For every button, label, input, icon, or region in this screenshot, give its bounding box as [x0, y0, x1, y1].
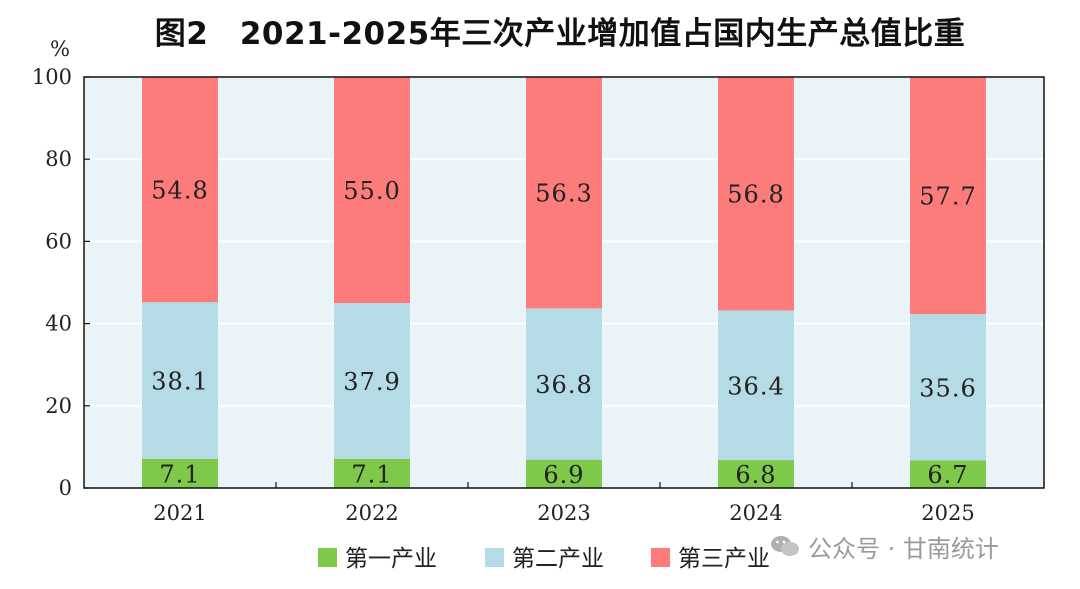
bar-segment-2024-2 [718, 310, 794, 461]
x-tick-label: 2023 [537, 501, 590, 525]
data-label: 37.9 [343, 368, 400, 396]
legend-label: 第一产业 [345, 546, 437, 572]
bar-segment-2021-3 [142, 77, 218, 303]
y-tick-label: 40 [45, 312, 72, 336]
wechat-icon [771, 536, 799, 556]
data-label: 55.0 [343, 177, 400, 205]
legend: 第一产业 第二产业 第三产业 [318, 546, 770, 572]
bar-segment-2025-2 [910, 314, 986, 461]
legend-label: 第二产业 [512, 546, 604, 572]
data-label: 6.8 [735, 461, 776, 489]
bar-segment-2024-1 [718, 460, 794, 488]
x-tick-label: 2022 [345, 501, 398, 525]
y-tick-label: 0 [59, 476, 72, 500]
watermark: 公众号 · 甘南统计 [770, 528, 999, 564]
bar-segment-2025-1 [910, 460, 986, 488]
y-tick-label: 100 [32, 65, 72, 89]
data-label: 7.1 [159, 460, 200, 488]
bar-stacks [142, 77, 986, 488]
bar-segment-2025-3 [910, 77, 986, 315]
y-tick-label: 80 [45, 147, 72, 171]
axis-ticks: 0 20 40 60 80 100 2021 2022 2023 2024 2025 [32, 65, 975, 525]
bar-segment-2023-1 [526, 459, 602, 488]
data-label: 6.7 [927, 461, 968, 489]
watermark-text: 公众号 · 甘南统计 [808, 534, 999, 563]
y-tick-label: 20 [45, 394, 72, 418]
data-label: 36.4 [727, 372, 784, 400]
x-tick-label: 2021 [153, 501, 206, 525]
legend-swatch-3 [651, 548, 670, 567]
x-tick-label: 2024 [729, 501, 782, 525]
legend-label: 第三产业 [678, 546, 770, 572]
bar-segment-2022-1 [334, 458, 410, 488]
data-label: 56.3 [535, 180, 592, 208]
legend-swatch-1 [318, 548, 337, 567]
data-label: 7.1 [351, 460, 392, 488]
bar-segment-2021-2 [142, 302, 218, 459]
data-label: 36.8 [535, 371, 592, 399]
bar-segment-2024-3 [718, 77, 794, 311]
y-tick-label: 60 [45, 229, 72, 253]
data-label: 38.1 [151, 368, 208, 396]
y-axis-unit-label: % [50, 37, 70, 61]
bar-segment-2021-1 [142, 458, 218, 488]
data-label: 6.9 [543, 461, 584, 489]
bar-segment-2023-2 [526, 308, 602, 460]
legend-swatch-2 [485, 548, 504, 567]
data-label: 54.8 [151, 177, 208, 205]
data-label: 35.6 [919, 374, 976, 402]
bar-segment-2022-3 [334, 77, 410, 304]
bar-segment-2022-2 [334, 303, 410, 459]
chart-title: 图2 2021-2025年三次产业增加值占国内生产总值比重 [154, 16, 966, 52]
x-tick-label: 2025 [921, 501, 974, 525]
data-labels: 7.1 38.1 54.8 7.1 37.9 55.0 6.9 36.8 56.3 6.8 36.4… [151, 177, 976, 490]
data-label: 56.8 [727, 181, 784, 209]
plot-area-frame [83, 76, 1045, 489]
bar-segment-2023-3 [526, 77, 602, 309]
data-label: 57.7 [919, 183, 976, 211]
